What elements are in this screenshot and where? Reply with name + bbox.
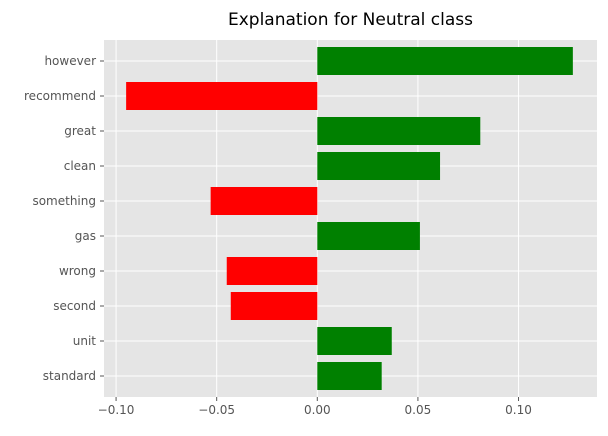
x-tick-label: 0.10: [505, 403, 532, 417]
bar-wrong: [226, 257, 318, 285]
bar-great: [317, 117, 481, 145]
x-tick-label: −0.10: [98, 403, 135, 417]
y-tick-label-great: great: [64, 124, 96, 138]
y-axis: however recommend great clean something gas wr…: [24, 54, 104, 383]
chart-title: Explanation for Neutral class: [228, 10, 473, 30]
bar-however: [317, 47, 573, 75]
bar-standard: [317, 362, 382, 390]
y-tick-label-second: second: [53, 299, 96, 313]
bar-unit: [317, 327, 392, 355]
x-tick-label: 0.00: [304, 403, 331, 417]
x-tick-label: 0.05: [405, 403, 432, 417]
y-tick-label-wrong: wrong: [59, 264, 96, 278]
bar-gas: [317, 222, 420, 250]
bar-something: [210, 187, 318, 215]
bars: [126, 47, 573, 390]
y-tick-label-clean: clean: [64, 159, 96, 173]
y-tick-label-recommend: recommend: [24, 89, 96, 103]
bar-second: [230, 292, 318, 320]
y-tick-label-gas: gas: [75, 229, 96, 243]
y-tick-label-however: however: [44, 54, 96, 68]
y-tick-label-standard: standard: [43, 369, 96, 383]
y-tick-label-unit: unit: [73, 334, 97, 348]
bar-recommend: [126, 82, 318, 110]
y-tick-label-something: something: [32, 194, 96, 208]
bar-clean: [317, 152, 441, 180]
x-tick-label: −0.05: [198, 403, 235, 417]
x-axis: −0.10 −0.05 0.00 0.05 0.10: [98, 397, 532, 417]
